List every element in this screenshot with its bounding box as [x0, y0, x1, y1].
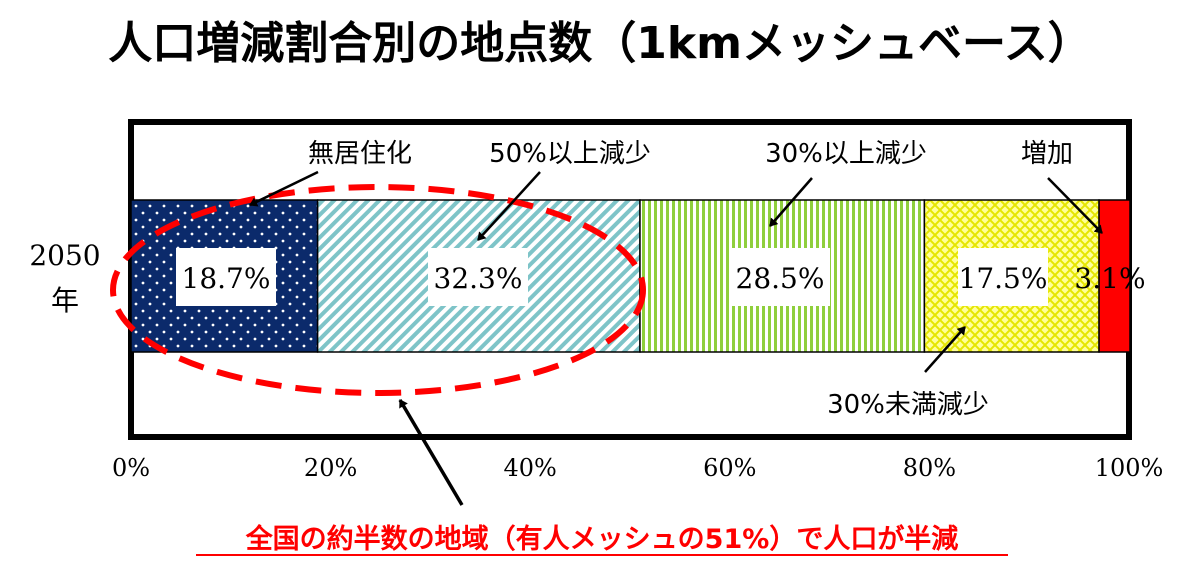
- value-label-4: 17.5%: [959, 262, 1048, 295]
- x-tick-label: 40%: [504, 454, 557, 482]
- annotation-text: 全国の約半数の地域（有人メッシュの51%）で人口が半減: [245, 523, 959, 555]
- value-label-box-4: [958, 248, 1048, 306]
- callout-label-unpopulated: 無居住化: [308, 139, 412, 169]
- value-label-5: 3.1%: [1074, 262, 1145, 295]
- x-tick-label: 0%: [112, 454, 150, 482]
- chart-title: 人口増減割合別の地点数（1kmメッシュベース）: [108, 18, 1092, 69]
- bar-segments: 18.7% 32.3% 28.5% 17.5% 3.1%: [130, 199, 1146, 353]
- callout-arrow-unpopulated: [249, 170, 319, 207]
- x-axis-ticks: 0% 20% 40% 60% 80% 100%: [112, 454, 1163, 482]
- callout-arrow-50pct: [477, 171, 541, 241]
- callouts: 無居住化 50%以上減少 30%以上減少 増加 30%未満減少: [249, 139, 1103, 420]
- x-tick-label: 60%: [703, 454, 756, 482]
- callout-label-30pct: 30%以上減少: [765, 139, 927, 169]
- callout-label-50pct: 50%以上減少: [489, 139, 651, 169]
- category-label: 2050 年: [29, 239, 100, 317]
- value-label-1: 18.7%: [182, 262, 271, 295]
- value-label-box-3: [730, 248, 830, 306]
- value-label-2: 32.3%: [434, 262, 523, 295]
- x-tick-label: 20%: [304, 454, 357, 482]
- category-label-line-2: 年: [51, 284, 79, 317]
- highlight-ellipse: [110, 184, 646, 396]
- annotation-arrow: [398, 399, 464, 506]
- callout-label-increase: 増加: [1021, 139, 1073, 169]
- x-tick-label: 80%: [903, 454, 956, 482]
- callout-arrow-30pct: [769, 177, 813, 227]
- category-label-line-1: 2050: [29, 239, 100, 272]
- bar-segment-5: [1098, 199, 1131, 353]
- value-label-box-1: [176, 248, 276, 306]
- callout-arrow-under30: [924, 326, 966, 373]
- value-label-box-2: [428, 248, 528, 306]
- x-tick-label: 100%: [1095, 454, 1164, 482]
- callout-label-under30: 30%未満減少: [827, 390, 989, 420]
- callout-arrow-increase: [1047, 177, 1103, 234]
- value-label-3: 28.5%: [736, 262, 825, 295]
